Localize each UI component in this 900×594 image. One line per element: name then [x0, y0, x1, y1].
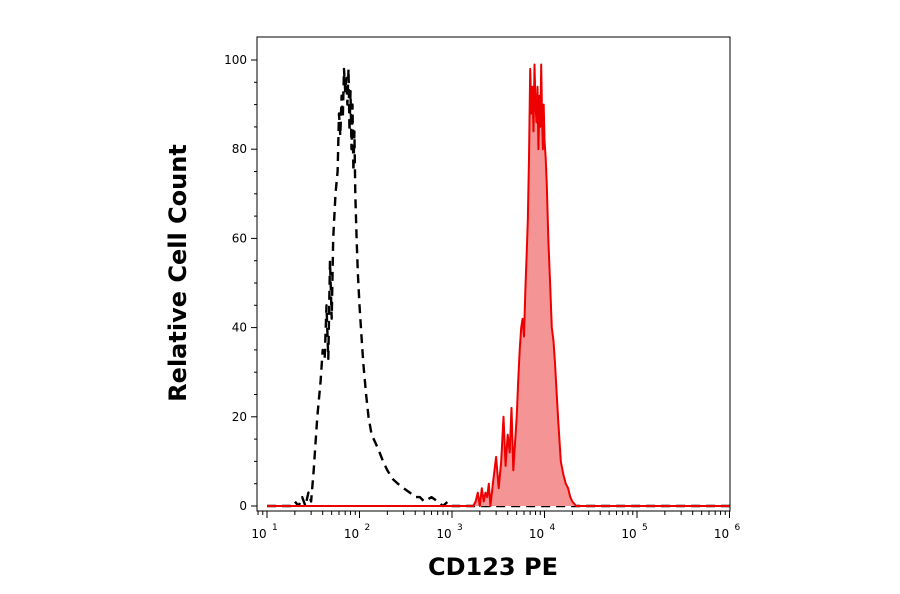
x-tick-label-base: 10 [714, 527, 729, 541]
y-tick-label: 0 [239, 499, 247, 513]
x-axis-ticks: 10 1 10 2 10 3 10 4 10 5 10 6 [251, 511, 741, 541]
plot-frame [256, 36, 731, 512]
series-layer [267, 63, 730, 508]
x-tick-label-exponent: 4 [550, 523, 556, 533]
y-tick-label: 40 [232, 321, 247, 335]
x-minor-ticks [257, 511, 726, 515]
x-tick-label-base: 10 [344, 527, 359, 541]
x-tick-label-base: 10 [529, 527, 544, 541]
x-axis-title: CD123 PE [428, 553, 558, 581]
x-tick-label-base: 10 [251, 527, 266, 541]
y-tick-label: 20 [232, 410, 247, 424]
x-tick-label-base: 10 [436, 527, 451, 541]
x-tick-label-exponent: 5 [642, 523, 648, 533]
series-1-area [267, 64, 730, 506]
y-tick-label: 100 [224, 53, 247, 67]
y-axis-ticks: 0 20 40 60 80 100 [224, 53, 257, 513]
x-tick-label-exponent: 2 [365, 523, 371, 533]
y-axis-title: Relative Cell Count [164, 144, 192, 402]
series-1-line [267, 63, 730, 507]
y-tick-label: 80 [232, 142, 247, 156]
x-tick-label-exponent: 1 [272, 523, 278, 533]
x-tick-label-base: 10 [621, 527, 636, 541]
x-tick-label-exponent: 6 [735, 523, 741, 533]
x-tick-label-exponent: 3 [457, 523, 463, 533]
series-0-line [267, 67, 730, 508]
y-minor-ticks [254, 81, 257, 485]
y-tick-label: 60 [232, 231, 247, 245]
